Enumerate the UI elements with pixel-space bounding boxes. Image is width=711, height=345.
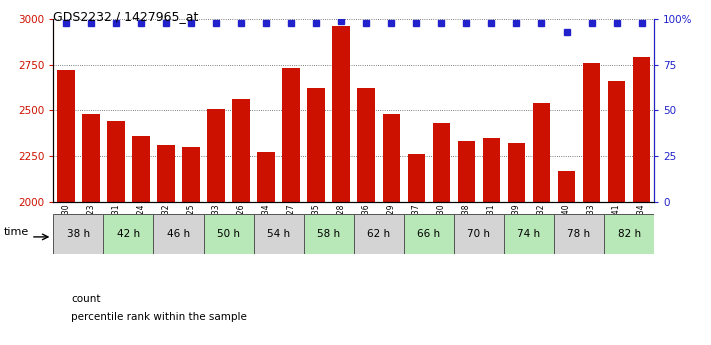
Text: 42 h: 42 h [117, 229, 140, 239]
Bar [282, 68, 300, 202]
Bar [583, 63, 600, 202]
Bar [304, 214, 353, 254]
Bar [454, 214, 504, 254]
Bar [432, 123, 450, 202]
Bar [203, 214, 254, 254]
Text: 74 h: 74 h [518, 229, 540, 239]
Bar [483, 138, 500, 202]
Bar [154, 214, 203, 254]
Bar [132, 136, 150, 202]
Text: 46 h: 46 h [167, 229, 190, 239]
Bar [107, 121, 124, 202]
Bar [157, 145, 175, 202]
Bar [407, 154, 425, 202]
Bar [604, 214, 654, 254]
Text: 82 h: 82 h [618, 229, 641, 239]
Bar [554, 214, 604, 254]
Text: 50 h: 50 h [217, 229, 240, 239]
Bar [557, 171, 575, 202]
Text: 38 h: 38 h [67, 229, 90, 239]
Bar [232, 99, 250, 202]
Text: 62 h: 62 h [367, 229, 390, 239]
Bar [383, 114, 400, 202]
Text: 70 h: 70 h [467, 229, 491, 239]
Text: GDS2232 / 1427965_at: GDS2232 / 1427965_at [53, 10, 198, 23]
Bar [307, 88, 325, 202]
Bar [103, 214, 154, 254]
Bar [533, 103, 550, 202]
Bar [333, 26, 350, 202]
Bar [508, 143, 525, 202]
Bar [254, 214, 304, 254]
Text: 54 h: 54 h [267, 229, 290, 239]
Bar [633, 57, 651, 202]
Bar [208, 109, 225, 202]
Text: count: count [71, 294, 100, 304]
Bar [82, 114, 100, 202]
Bar [458, 141, 475, 202]
Text: percentile rank within the sample: percentile rank within the sample [71, 312, 247, 322]
Text: time: time [4, 227, 29, 237]
Text: 66 h: 66 h [417, 229, 440, 239]
Bar [504, 214, 554, 254]
Text: 58 h: 58 h [317, 229, 341, 239]
Text: 78 h: 78 h [567, 229, 591, 239]
Bar [404, 214, 454, 254]
Bar [608, 81, 626, 202]
Bar [182, 147, 200, 202]
Bar [353, 214, 404, 254]
Bar [358, 88, 375, 202]
Bar [57, 70, 75, 202]
Bar [53, 214, 103, 254]
Bar [257, 152, 275, 202]
